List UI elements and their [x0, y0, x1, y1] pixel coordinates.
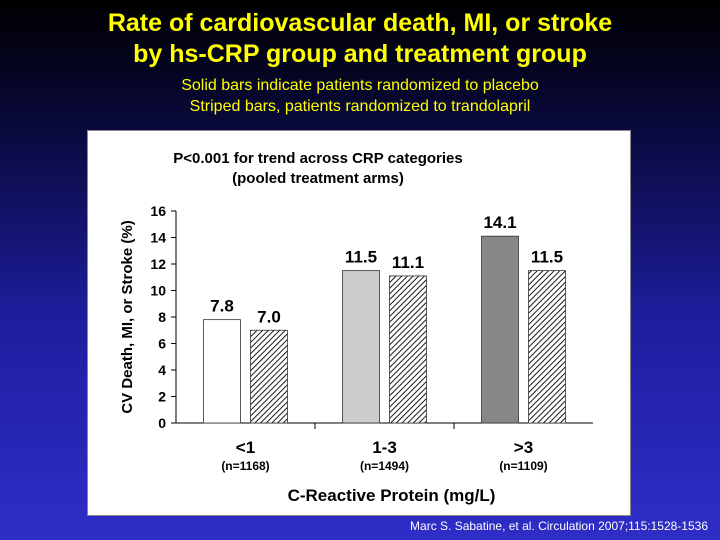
data-label: 11.5	[531, 248, 563, 267]
y-tick-label: 2	[158, 389, 166, 405]
data-label: 7.0	[257, 307, 281, 326]
bar-trandolapril-3	[528, 270, 566, 424]
x-axis-label: C-Reactive Protein (mg/L)	[288, 486, 496, 505]
x-tick-label: >3	[514, 438, 533, 457]
title-line-1: Rate of cardiovascular death, MI, or str…	[107, 9, 613, 37]
y-tick-label: 16	[150, 203, 166, 219]
chart-annotation: P<0.001 for trend across CRP categories	[173, 150, 462, 167]
title-line-2: by hs-CRP group and treatment group	[133, 40, 587, 68]
x-tick-label: 1-3	[372, 438, 397, 457]
y-tick-label: 10	[150, 283, 166, 299]
chart-panel: P<0.001 for trend across CRP categories (…	[87, 130, 631, 516]
bar-trandolapril-2	[389, 275, 427, 424]
y-axis-label: CV Death, MI, or Stroke (%)	[119, 220, 136, 413]
x-tick-label: <1	[236, 438, 255, 457]
y-tick-label: 8	[158, 309, 166, 325]
slide-subtitle: Solid bars indicate patients randomized …	[0, 75, 720, 117]
y-tick-label: 4	[158, 362, 166, 378]
bar-trandolapril-1	[250, 329, 288, 424]
subtitle-line-2: Striped bars, patients randomized to tra…	[189, 98, 531, 115]
data-label: 11.5	[345, 248, 377, 267]
citation: Marc S. Sabatine, et al. Circulation 200…	[410, 519, 708, 533]
y-tick-label: 0	[158, 415, 166, 431]
subtitle-line-1: Solid bars indicate patients randomized …	[181, 77, 539, 94]
x-category-sublabel: (n=1109)	[499, 459, 547, 473]
data-label: 7.8	[210, 297, 234, 316]
slide-title: Rate of cardiovascular death, MI, or str…	[0, 8, 720, 70]
data-label: 11.1	[392, 253, 424, 272]
y-tick-label: 14	[150, 230, 166, 246]
y-tick-label: 6	[158, 336, 166, 352]
data-label: 14.1	[483, 213, 516, 232]
chart-annotation: (pooled treatment arms)	[232, 170, 404, 187]
y-tick-label: 12	[150, 256, 166, 272]
bar-placebo-3	[481, 235, 519, 424]
x-category-sublabel: (n=1494)	[360, 459, 409, 473]
bar-chart: P<0.001 for trend across CRP categories (…	[119, 150, 593, 505]
bar-placebo-1	[203, 319, 241, 424]
x-category-sublabel: (n=1168)	[221, 459, 269, 473]
bar-placebo-2	[342, 270, 380, 424]
